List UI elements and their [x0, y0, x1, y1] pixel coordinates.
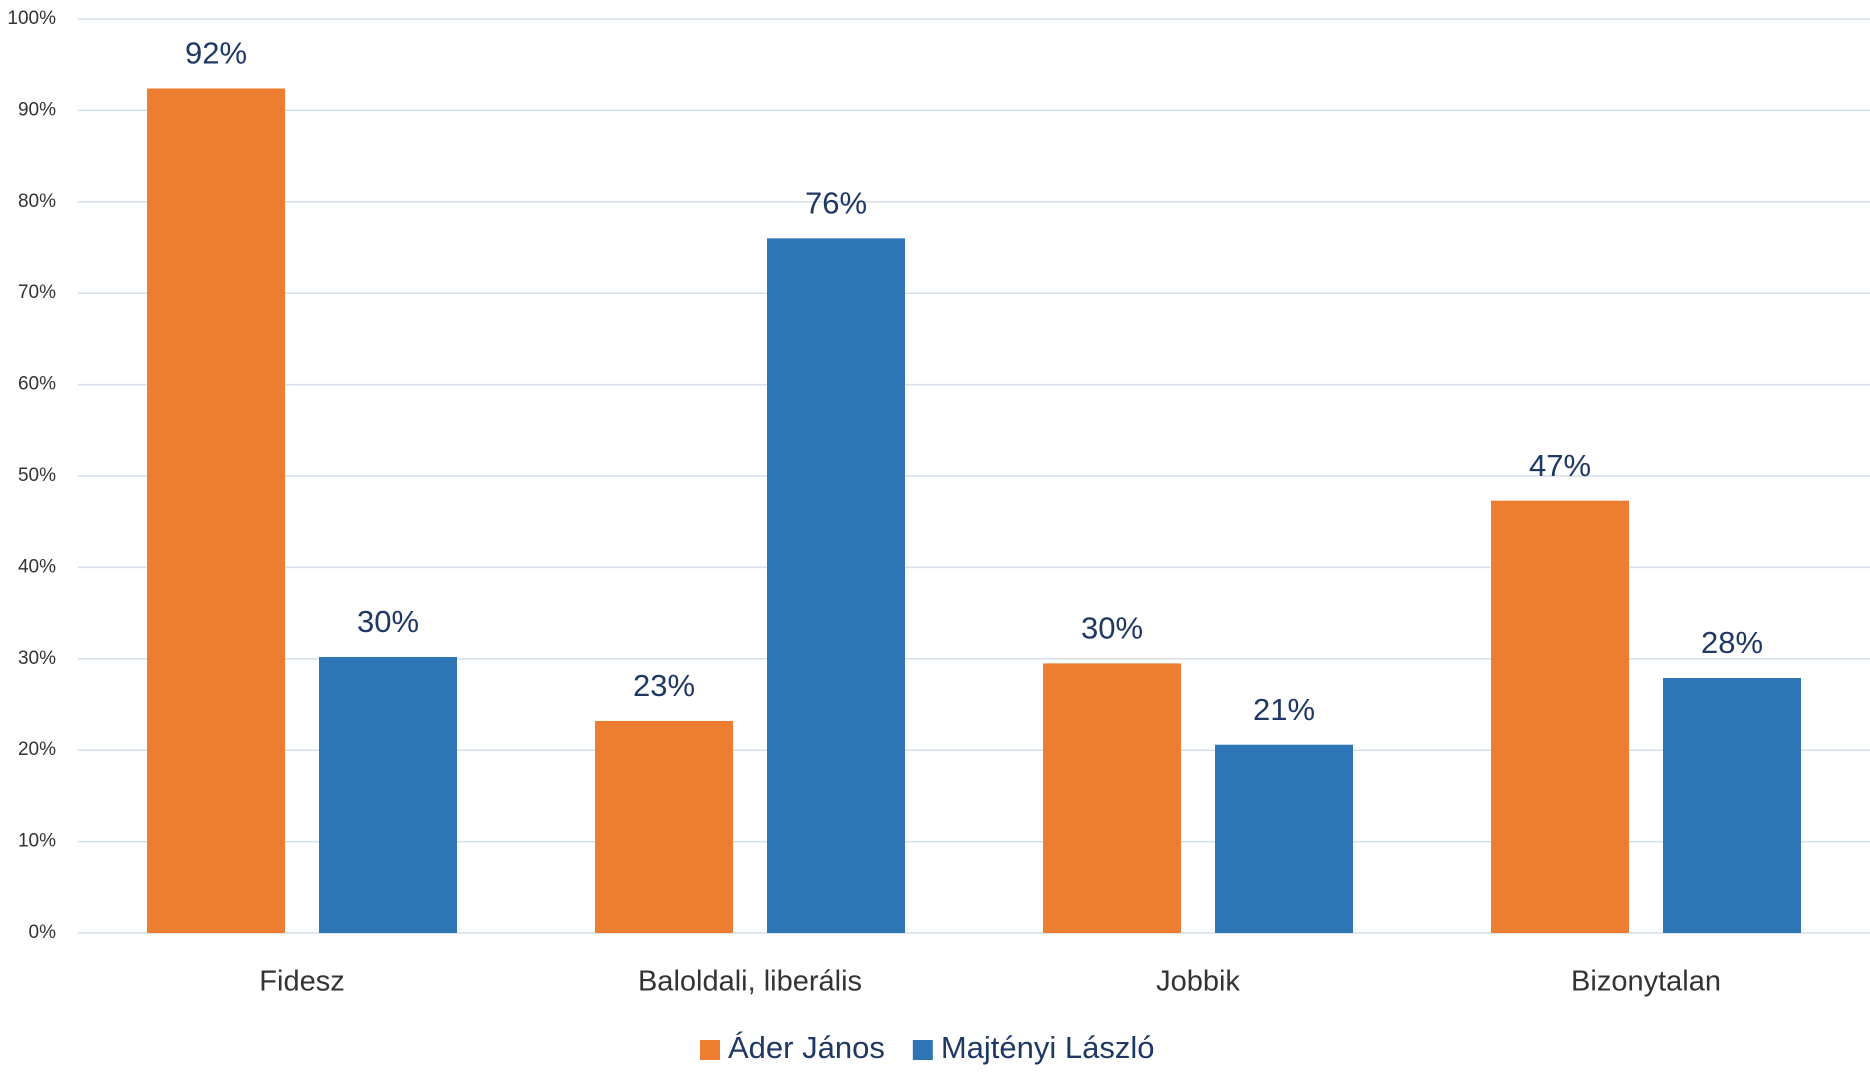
bar — [595, 720, 733, 933]
bar — [1663, 677, 1801, 933]
y-tick-label: 0% — [29, 922, 57, 943]
bar — [1043, 663, 1181, 933]
x-tick-label: Bizonytalan — [1571, 966, 1721, 998]
y-tick-label: 40% — [18, 556, 56, 577]
x-tick-label: Fidesz — [259, 966, 344, 998]
bar — [767, 238, 905, 934]
legend-swatch — [700, 1040, 720, 1060]
y-tick-label: 90% — [18, 99, 56, 120]
data-label: 21% — [1253, 692, 1315, 727]
legend-label: Áder János — [728, 1030, 885, 1065]
y-tick-label: 30% — [18, 648, 56, 669]
bar — [1215, 744, 1353, 933]
data-label: 92% — [185, 36, 247, 71]
data-label: 30% — [357, 604, 419, 639]
bar — [1491, 500, 1629, 933]
y-tick-label: 70% — [18, 282, 56, 303]
data-label: 76% — [805, 186, 867, 221]
data-label: 30% — [1081, 611, 1143, 646]
y-tick-label: 80% — [18, 191, 56, 212]
bar — [147, 88, 285, 934]
bar — [319, 656, 457, 933]
data-label: 47% — [1529, 448, 1591, 483]
legend-label: Majtényi László — [941, 1030, 1155, 1065]
x-tick-label: Baloldali, liberális — [638, 966, 862, 998]
y-tick-label: 60% — [18, 374, 56, 395]
y-tick-label: 20% — [18, 739, 56, 760]
y-tick-label: 100% — [7, 8, 56, 29]
x-tick-label: Jobbik — [1156, 966, 1240, 998]
y-tick-label: 10% — [18, 831, 56, 852]
data-label: 28% — [1701, 625, 1763, 660]
data-label: 23% — [633, 668, 695, 703]
legend-swatch — [912, 1040, 933, 1060]
y-tick-label: 50% — [18, 465, 56, 486]
